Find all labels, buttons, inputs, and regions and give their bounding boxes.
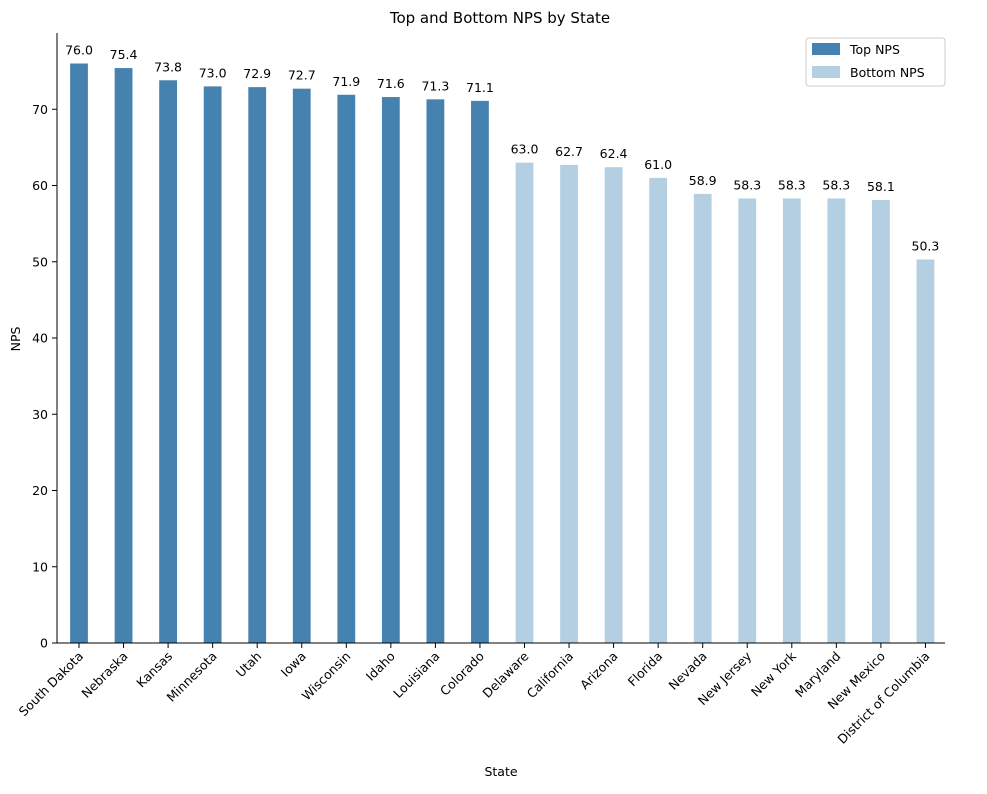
x-tick-label-utah: Utah xyxy=(233,649,265,681)
bar-new-york xyxy=(782,198,801,643)
y-tick-label: 50 xyxy=(32,254,48,269)
data-label-arizona: 62.4 xyxy=(600,146,628,161)
legend-label-bottom-nps: Bottom NPS xyxy=(850,65,925,80)
x-tick-label-iowa: Iowa xyxy=(278,649,309,680)
bar-colorado xyxy=(471,100,489,644)
bar-florida xyxy=(649,177,668,644)
x-tick-label-louisiana: Louisiana xyxy=(390,649,442,701)
x-tick-label-new-york: New York xyxy=(748,648,800,700)
x-tick-label-wisconsin: Wisconsin xyxy=(299,649,354,704)
y-tick-label: 60 xyxy=(32,178,48,193)
legend-label-top-nps: Top NPS xyxy=(849,42,900,57)
bar-new-jersey xyxy=(738,198,757,643)
bar-kansas xyxy=(159,80,177,643)
data-label-new-york: 58.3 xyxy=(778,177,806,192)
y-ticks-layer: 0 10 20 30 40 50 60 70 xyxy=(32,102,57,651)
data-label-new-mexico: 58.1 xyxy=(867,179,895,194)
data-label-south-dakota: 76.0 xyxy=(65,43,93,58)
data-label-utah: 72.9 xyxy=(243,66,271,81)
bar-utah xyxy=(248,87,267,643)
bar-wisconsin xyxy=(337,94,356,643)
bar-idaho xyxy=(381,97,400,644)
data-label-wisconsin: 71.9 xyxy=(332,74,360,89)
data-label-california: 62.7 xyxy=(555,144,583,159)
y-tick-label: 70 xyxy=(32,102,48,117)
data-label-iowa: 72.7 xyxy=(288,68,316,83)
bar-south-dakota xyxy=(70,63,88,643)
y-tick-label: 40 xyxy=(32,331,48,346)
data-label-delaware: 63.0 xyxy=(511,142,539,157)
data-label-minnesota: 73.0 xyxy=(199,65,227,80)
x-tick-label-florida: Florida xyxy=(625,649,666,690)
x-tick-label-nevada: Nevada xyxy=(665,649,709,693)
bar-iowa xyxy=(292,88,311,643)
x-tick-label-idaho: Idaho xyxy=(363,649,398,684)
x-tick-label-arizona: Arizona xyxy=(577,649,621,693)
bar-louisiana xyxy=(426,99,445,644)
data-label-florida: 61.0 xyxy=(644,157,672,172)
data-labels-layer: 76.0 75.4 73.8 73.0 72.9 72.7 71.9 71.6 71.3 71.1… xyxy=(65,43,939,254)
x-tick-label-kansas: Kansas xyxy=(133,649,175,691)
data-label-louisiana: 71.3 xyxy=(421,78,449,93)
y-tick-label: 0 xyxy=(40,636,48,651)
bar-nevada xyxy=(693,193,712,643)
bar-new-mexico xyxy=(872,199,890,644)
data-label-maryland: 58.3 xyxy=(822,177,850,192)
legend: Top NPS Bottom NPS xyxy=(805,37,946,87)
data-label-kansas: 73.8 xyxy=(154,59,182,74)
legend-frame xyxy=(805,37,946,87)
x-tick-label-delaware: Delaware xyxy=(479,648,531,700)
bar-california xyxy=(560,164,578,643)
data-label-nebraska: 75.4 xyxy=(110,47,138,62)
axes-layer xyxy=(56,33,945,644)
legend-swatch-bottom-nps xyxy=(812,66,840,78)
bar-maryland xyxy=(827,198,846,643)
data-label-new-jersey: 58.3 xyxy=(733,177,761,192)
bar-delaware xyxy=(515,162,534,644)
bar-minnesota xyxy=(203,86,222,644)
y-tick-label: 20 xyxy=(32,483,48,498)
y-tick-label: 10 xyxy=(32,559,48,574)
legend-swatch-top-nps xyxy=(812,43,840,55)
x-tick-label-nebraska: Nebraska xyxy=(78,649,130,701)
bar-nebraska xyxy=(114,68,133,643)
bars-layer xyxy=(70,63,935,644)
chart-title: Top and Bottom NPS by State xyxy=(389,9,610,27)
data-label-nevada: 58.9 xyxy=(689,173,717,188)
x-tick-label-california: California xyxy=(524,649,577,702)
bar-arizona xyxy=(604,167,623,643)
x-tick-label-south-dakota: South Dakota xyxy=(16,649,86,719)
data-label-idaho: 71.6 xyxy=(377,76,405,91)
bar-district-of-columbia xyxy=(916,259,935,643)
y-axis-label: NPS xyxy=(8,327,23,352)
data-label-district-of-columbia: 50.3 xyxy=(912,238,940,253)
x-axis-label: State xyxy=(484,764,517,779)
data-label-colorado: 71.1 xyxy=(466,80,494,95)
y-tick-label: 30 xyxy=(32,407,48,422)
